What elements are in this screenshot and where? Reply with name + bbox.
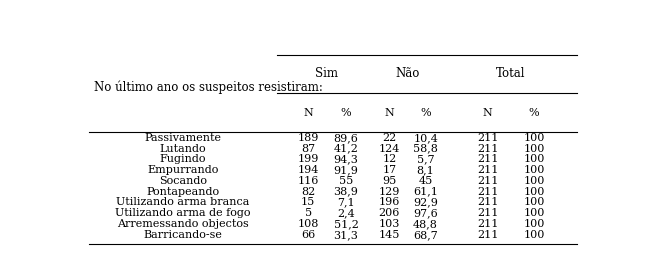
Text: N: N	[303, 108, 313, 118]
Text: Não: Não	[396, 67, 420, 80]
Text: %: %	[529, 108, 540, 118]
Text: 211: 211	[477, 219, 498, 229]
Text: 5: 5	[305, 208, 311, 218]
Text: 94,3: 94,3	[334, 154, 358, 164]
Text: %: %	[341, 108, 352, 118]
Text: 196: 196	[379, 198, 400, 207]
Text: 211: 211	[477, 165, 498, 175]
Text: 103: 103	[379, 219, 400, 229]
Text: 55: 55	[339, 176, 353, 186]
Text: 10,4: 10,4	[413, 133, 438, 143]
Text: 211: 211	[477, 154, 498, 164]
Text: 2,4: 2,4	[337, 208, 355, 218]
Text: %: %	[420, 108, 431, 118]
Text: Socando: Socando	[159, 176, 207, 186]
Text: 100: 100	[524, 176, 545, 186]
Text: Lutando: Lutando	[159, 143, 206, 153]
Text: 12: 12	[382, 154, 396, 164]
Text: 100: 100	[524, 198, 545, 207]
Text: Empurrando: Empurrando	[147, 165, 219, 175]
Text: 68,7: 68,7	[413, 230, 438, 240]
Text: 45: 45	[418, 176, 433, 186]
Text: 194: 194	[297, 165, 319, 175]
Text: Total: Total	[496, 67, 526, 80]
Text: N: N	[384, 108, 394, 118]
Text: N: N	[483, 108, 492, 118]
Text: 95: 95	[382, 176, 396, 186]
Text: 108: 108	[297, 219, 319, 229]
Text: 211: 211	[477, 208, 498, 218]
Text: 38,9: 38,9	[334, 187, 358, 197]
Text: 199: 199	[297, 154, 319, 164]
Text: 211: 211	[477, 230, 498, 240]
Text: 116: 116	[297, 176, 319, 186]
Text: 189: 189	[297, 133, 319, 143]
Text: 100: 100	[524, 154, 545, 164]
Text: 100: 100	[524, 187, 545, 197]
Text: Arremessando objectos: Arremessando objectos	[117, 219, 249, 229]
Text: 8,1: 8,1	[417, 165, 434, 175]
Text: No último ano os suspeitos resistiram:: No último ano os suspeitos resistiram:	[93, 80, 323, 94]
Text: 82: 82	[301, 187, 315, 197]
Text: 89,6: 89,6	[334, 133, 358, 143]
Text: 48,8: 48,8	[413, 219, 438, 229]
Text: 91,9: 91,9	[334, 165, 358, 175]
Text: 5,7: 5,7	[417, 154, 434, 164]
Text: 17: 17	[382, 165, 396, 175]
Text: 97,6: 97,6	[413, 208, 438, 218]
Text: 211: 211	[477, 143, 498, 153]
Text: 41,2: 41,2	[334, 143, 358, 153]
Text: 211: 211	[477, 133, 498, 143]
Text: Pontapeando: Pontapeando	[146, 187, 219, 197]
Text: 7,1: 7,1	[337, 198, 355, 207]
Text: 61,1: 61,1	[413, 187, 438, 197]
Text: 129: 129	[379, 187, 400, 197]
Text: 66: 66	[301, 230, 315, 240]
Text: 22: 22	[382, 133, 396, 143]
Text: 211: 211	[477, 198, 498, 207]
Text: Utilizando arma de fogo: Utilizando arma de fogo	[115, 208, 251, 218]
Text: Sim: Sim	[315, 67, 338, 80]
Text: 124: 124	[379, 143, 400, 153]
Text: 100: 100	[524, 165, 545, 175]
Text: 211: 211	[477, 187, 498, 197]
Text: 100: 100	[524, 143, 545, 153]
Text: 92,9: 92,9	[413, 198, 438, 207]
Text: 51,2: 51,2	[334, 219, 358, 229]
Text: 145: 145	[379, 230, 400, 240]
Text: 100: 100	[524, 219, 545, 229]
Text: 206: 206	[379, 208, 400, 218]
Text: Fugindo: Fugindo	[159, 154, 206, 164]
Text: 100: 100	[524, 208, 545, 218]
Text: 58,8: 58,8	[413, 143, 438, 153]
Text: 87: 87	[301, 143, 315, 153]
Text: Utilizando arma branca: Utilizando arma branca	[116, 198, 249, 207]
Text: 31,3: 31,3	[334, 230, 358, 240]
Text: 211: 211	[477, 176, 498, 186]
Text: 15: 15	[301, 198, 315, 207]
Text: 100: 100	[524, 133, 545, 143]
Text: 100: 100	[524, 230, 545, 240]
Text: Barricando-se: Barricando-se	[143, 230, 222, 240]
Text: Passivamente: Passivamente	[144, 133, 221, 143]
